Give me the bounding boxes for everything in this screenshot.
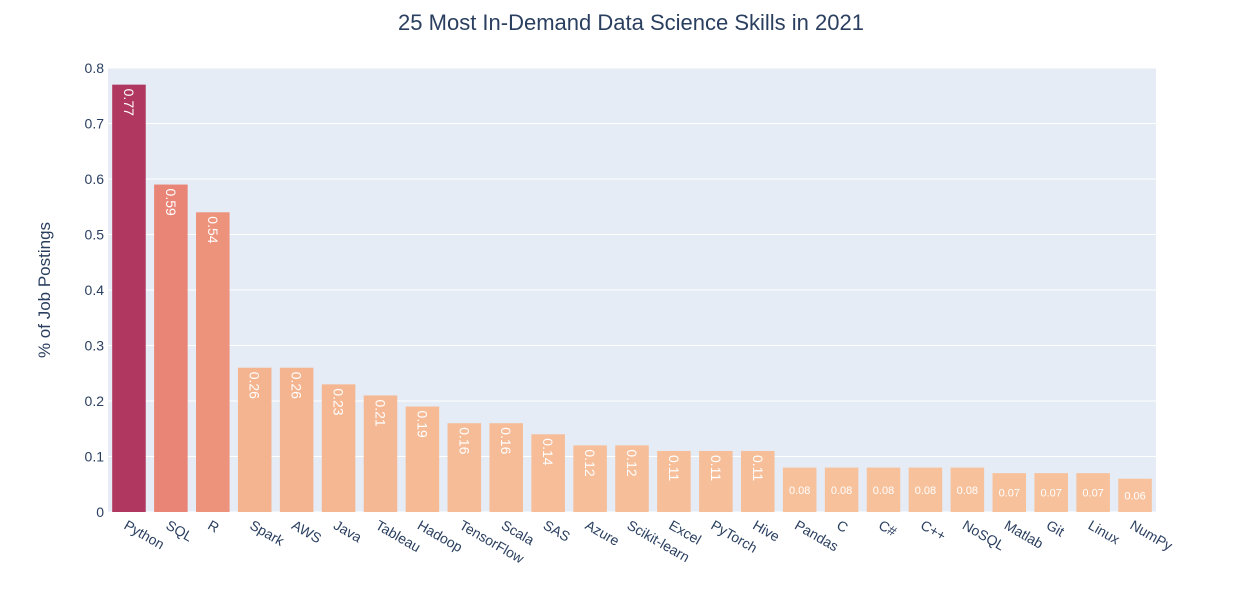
bar-value-label: 0.59 [163, 189, 179, 216]
bar [1118, 478, 1152, 512]
bar [866, 467, 901, 512]
bar-value-label: 0.11 [666, 455, 682, 481]
bar [363, 395, 398, 512]
bar [237, 367, 272, 512]
bar [1076, 473, 1110, 512]
bar-value-label: 0.26 [289, 372, 305, 399]
y-tick-label: 0.2 [85, 393, 105, 409]
bar-value-label: 0.14 [540, 438, 556, 465]
x-tick-label: Pandas [792, 517, 841, 555]
bar-value-label: 0.08 [915, 485, 936, 497]
y-axis-label: % of Job Postings [35, 222, 54, 358]
bar [196, 212, 230, 513]
x-tick-label: PyTorch [708, 517, 760, 556]
x-tick-label: SQL [163, 517, 195, 545]
y-axis-ticks: 0 0.1 0.2 0.3 0.4 0.5 0.6 0.7 0.8 [85, 60, 105, 520]
bar-value-label: 0.08 [957, 485, 978, 497]
y-tick-label: 0.4 [85, 282, 105, 298]
bar-value-label: 0.08 [873, 485, 894, 497]
bar [1034, 473, 1068, 512]
bar-value-label: 0.12 [624, 449, 640, 476]
x-tick-label: Matlab [1002, 517, 1047, 552]
bar [321, 384, 356, 512]
bar-value-label: 0.19 [414, 411, 430, 438]
x-tick-label: Git [1044, 517, 1068, 540]
bar-value-label: 0.12 [582, 449, 598, 476]
bar [154, 184, 188, 513]
x-tick-label: C# [876, 517, 900, 540]
bar-value-label: 0.11 [750, 455, 766, 481]
x-tick-label: Python [121, 517, 167, 553]
bar [573, 445, 607, 512]
bar-value-label: 0.54 [205, 216, 221, 243]
bar-value-label: 0.08 [831, 485, 852, 497]
x-tick-label: Linux [1086, 517, 1123, 548]
bar-value-label: 0.07 [1082, 488, 1103, 500]
bar-value-label: 0.06 [1124, 490, 1145, 502]
y-tick-label: 0.8 [85, 60, 105, 76]
bar [908, 467, 943, 512]
x-tick-label: Hadoop [415, 517, 466, 555]
bar [531, 434, 565, 512]
bar [615, 445, 649, 512]
bars: 0.77 0.59 0.54 0.26 0.26 0.23 0.21 0.19 0.16 0.16… [112, 84, 1152, 513]
bar-value-label: 0.77 [121, 89, 137, 116]
bar [447, 423, 482, 512]
bar [279, 367, 314, 512]
bar [405, 406, 440, 512]
bar [824, 467, 859, 512]
y-tick-label: 0.5 [85, 227, 105, 243]
y-tick-label: 0.1 [85, 449, 105, 465]
bar-value-label: 0.08 [789, 485, 810, 497]
bar [699, 450, 733, 512]
y-tick-label: 0.7 [85, 116, 105, 132]
bar [950, 467, 985, 512]
x-tick-label: C++ [918, 517, 949, 544]
bar-value-label: 0.16 [498, 427, 514, 454]
y-tick-label: 0.3 [85, 338, 105, 354]
bar-value-label: 0.21 [372, 399, 388, 426]
x-tick-label: NoSQL [960, 517, 1008, 554]
x-tick-label: Spark [247, 517, 288, 550]
x-tick-label: R [205, 517, 222, 536]
bar [489, 423, 524, 512]
bar-value-label: 0.23 [331, 388, 347, 415]
x-tick-label: Tableau [373, 517, 423, 555]
x-tick-label: Java [331, 517, 365, 546]
bar [992, 473, 1027, 512]
x-tick-label: Azure [583, 517, 623, 549]
x-tick-label: NumPy [1128, 517, 1176, 554]
bar [740, 450, 775, 512]
bar-value-label: 0.11 [708, 455, 724, 481]
y-tick-label: 0 [96, 504, 104, 520]
bar [782, 467, 817, 512]
x-tick-label: AWS [289, 517, 324, 547]
bar-value-label: 0.26 [247, 372, 263, 399]
bar [112, 84, 146, 513]
bar-value-label: 0.07 [1040, 488, 1061, 500]
bar-value-label: 0.16 [456, 427, 472, 454]
bar [657, 450, 691, 512]
y-tick-label: 0.6 [85, 171, 105, 187]
x-tick-label: C [834, 517, 851, 536]
x-tick-label: SAS [541, 517, 573, 545]
bar-value-label: 0.07 [999, 488, 1020, 500]
chart-title: 25 Most In-Demand Data Science Skills in… [398, 10, 864, 35]
